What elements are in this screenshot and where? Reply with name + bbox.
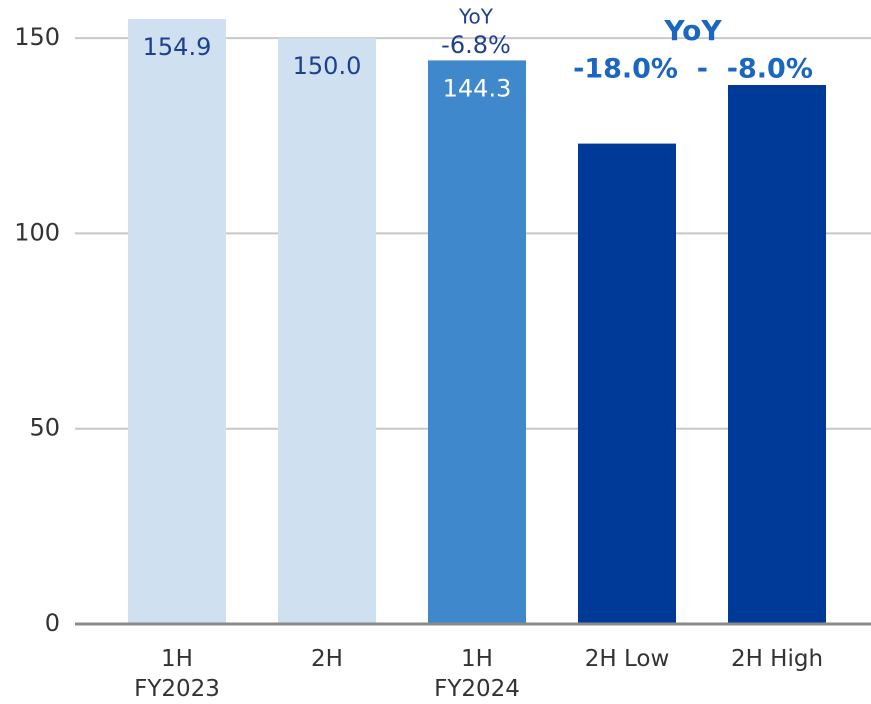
x-tick-label: 1H FY2023 bbox=[134, 646, 220, 702]
annotation: -18.0% - -8.0% bbox=[573, 54, 813, 85]
bar bbox=[578, 143, 676, 624]
value-label: 144.3 bbox=[443, 74, 512, 102]
bar bbox=[428, 60, 526, 625]
x-tick-label: 2H bbox=[311, 646, 343, 672]
x-tick-label: 1H FY2024 bbox=[434, 646, 520, 702]
value-label: 154.9 bbox=[143, 33, 212, 61]
bar bbox=[728, 85, 826, 625]
y-tick-label: 50 bbox=[29, 414, 60, 442]
x-tick-label: 2H High bbox=[730, 646, 824, 672]
y-tick-label: 100 bbox=[14, 218, 60, 246]
annotation: YoY bbox=[663, 14, 722, 47]
annotation: YoY bbox=[458, 5, 494, 29]
x-tick-label: 2H Low bbox=[584, 646, 670, 672]
y-tick-label: 0 bbox=[45, 609, 60, 637]
bar bbox=[278, 38, 376, 624]
bar bbox=[128, 19, 226, 624]
annotation: -6.8% bbox=[441, 31, 511, 59]
y-tick-label: 150 bbox=[14, 23, 60, 51]
value-label: 150.0 bbox=[293, 52, 362, 80]
